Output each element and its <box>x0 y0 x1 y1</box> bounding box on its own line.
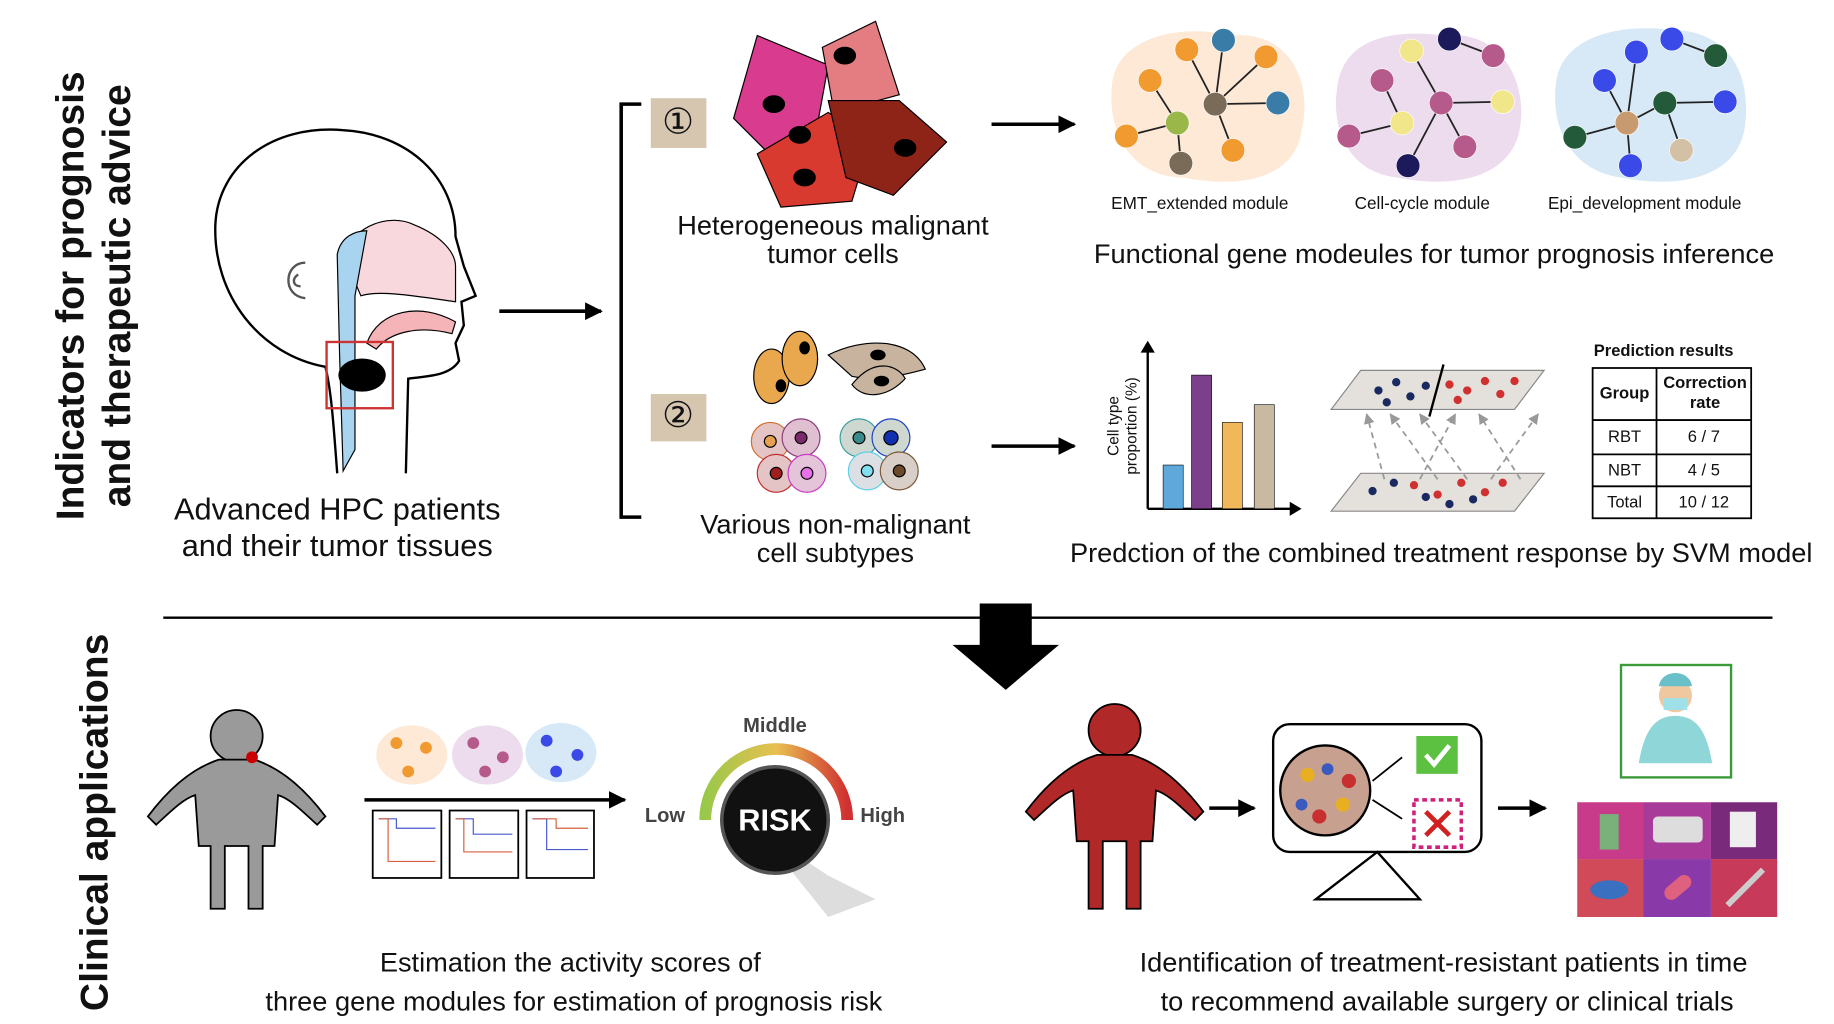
table-cell: RBT <box>1608 427 1641 446</box>
down-arrow <box>952 603 1059 690</box>
prediction-table <box>1591 367 1753 520</box>
table-cell: 4 / 5 <box>1688 460 1720 479</box>
doctor <box>1619 663 1733 779</box>
person-gray <box>146 709 327 910</box>
tumor-cells <box>732 20 948 208</box>
marker: ① <box>662 102 694 142</box>
table-header: Group <box>1600 383 1650 402</box>
resistance-caption: to recommend available surgery or clinic… <box>1161 986 1734 1017</box>
gauge-center: RISK <box>738 802 811 837</box>
table-title: Prediction results <box>1594 341 1734 360</box>
side-label: Indicators for prognosis <box>50 71 93 520</box>
marker-box <box>650 394 707 442</box>
risk-caption: three gene modules for estimation of pro… <box>265 986 882 1017</box>
patient-caption: and their tumor tissues <box>182 528 493 563</box>
table-header: rate <box>1690 393 1720 412</box>
mini-modules <box>376 722 597 785</box>
modules-caption: Functional gene modeules for tumor progn… <box>1094 238 1774 269</box>
cells-caption: cell subtypes <box>757 537 914 568</box>
cells-caption: Heterogeneous malignant <box>677 209 989 240</box>
table-cell: Total <box>1607 492 1642 511</box>
table-header: Correction <box>1663 373 1747 392</box>
axis-label: Cell type <box>1106 396 1123 456</box>
cells-caption: Various non-malignant <box>700 509 971 540</box>
drug-icons <box>1577 802 1778 918</box>
risk-gauge <box>699 743 876 918</box>
gauge-label: High <box>860 805 905 827</box>
cells-caption: tumor cells <box>767 238 899 269</box>
bracket <box>619 102 642 519</box>
axis-label: proportion (%) <box>1123 377 1140 474</box>
resistance-caption: Identification of treatment-resistant pa… <box>1140 947 1748 978</box>
monitor <box>1271 722 1483 901</box>
proportion-bars <box>1140 340 1302 516</box>
km-plots <box>371 809 595 879</box>
person-red <box>1024 703 1205 910</box>
module-label: Epi_development module <box>1548 193 1741 213</box>
side-label: Clinical applications <box>73 634 116 1011</box>
svm-caption: Predction of the combined treatment resp… <box>1070 537 1812 568</box>
marker-box <box>650 98 707 148</box>
module-label: Cell-cycle module <box>1355 193 1490 213</box>
marker: ② <box>662 395 694 435</box>
module-label: EMT_extended module <box>1111 193 1288 213</box>
gauge-label: Middle <box>743 715 807 737</box>
table-cell: NBT <box>1608 460 1641 479</box>
table-cell: 6 / 7 <box>1688 427 1720 446</box>
table-cell: 10 / 12 <box>1679 492 1730 511</box>
side-label: and therapeutic advice <box>96 84 139 507</box>
head-illustration <box>214 128 478 474</box>
non-malignant-cells <box>750 330 927 493</box>
risk-caption: Estimation the activity scores of <box>380 947 761 978</box>
patient-caption: Advanced HPC patients <box>174 491 500 526</box>
module-networks <box>1111 26 1747 182</box>
gauge-label: Low <box>645 805 686 827</box>
svm-planes <box>1329 364 1546 512</box>
